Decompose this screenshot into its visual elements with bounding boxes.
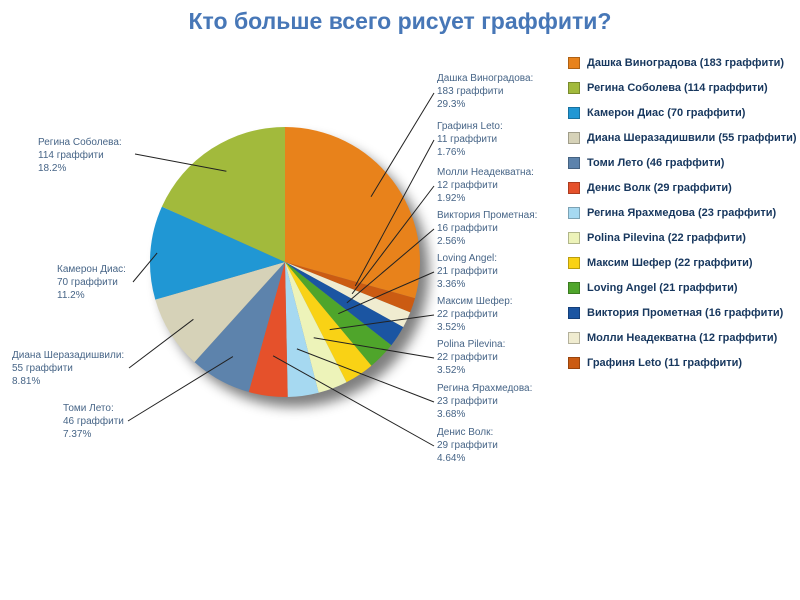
legend-item[interactable]: Polina Pilevina (22 граффити) <box>568 225 797 250</box>
leader-line <box>351 185 435 295</box>
leader-line <box>370 92 435 197</box>
legend-swatch-icon <box>568 231 580 244</box>
legend-swatch-icon <box>568 106 580 119</box>
pie-slice-3[interactable] <box>285 262 404 346</box>
legend-item[interactable]: Loving Angel (21 граффити) <box>568 275 797 300</box>
legend-swatch-icon <box>568 81 580 94</box>
pie-slice-1[interactable] <box>285 262 415 313</box>
leader-line <box>132 252 158 283</box>
pie-slice-10[interactable] <box>155 262 285 363</box>
legend-item[interactable]: Камерон Диас (70 граффити) <box>568 100 797 125</box>
leader-line <box>338 271 435 315</box>
legend-label: Денис Волк (29 граффити) <box>587 181 732 194</box>
legend-swatch-icon <box>568 181 580 194</box>
leader-lines-group <box>127 92 435 447</box>
legend-item[interactable]: Виктория Прометная (16 граффити) <box>568 300 797 325</box>
legend: Дашка Виноградова (183 граффити) Регина С… <box>568 50 797 375</box>
legend-item[interactable]: Дашка Виноградова (183 граффити) <box>568 50 797 75</box>
page-title: Кто больше всего рисует граффити? <box>188 8 612 34</box>
pie-slices-group <box>149 127 420 398</box>
legend-swatch-icon <box>568 356 580 369</box>
legend-swatch-icon <box>568 331 580 344</box>
legend-swatch-icon <box>568 256 580 269</box>
legend-item[interactable]: Графиня Leto (11 граффити) <box>568 350 797 375</box>
leader-line <box>313 337 435 359</box>
legend-swatch-icon <box>568 306 580 319</box>
pie-slice-11[interactable] <box>149 206 285 300</box>
pie-slice-12[interactable] <box>161 127 285 262</box>
legend-swatch-icon <box>568 206 580 219</box>
leader-line <box>127 356 234 422</box>
legend-label: Виктория Прометная (16 граффити) <box>587 306 784 319</box>
legend-item[interactable]: Денис Волк (29 граффити) <box>568 175 797 200</box>
leader-line <box>329 314 435 331</box>
legend-item[interactable]: Диана Шеразадишвили (55 граффити) <box>568 125 797 150</box>
legend-label: Томи Лето (46 граффити) <box>587 156 725 169</box>
legend-swatch-icon <box>568 281 580 294</box>
pie-slice-8[interactable] <box>248 262 288 398</box>
leader-line <box>128 318 194 369</box>
legend-label: Максим Шефер (22 граффити) <box>587 256 753 269</box>
legend-item[interactable]: Регина Соболева (114 граффити) <box>568 75 797 100</box>
legend-item[interactable]: Томи Лето (46 граффити) <box>568 150 797 175</box>
legend-label: Дашка Виноградова (183 граффити) <box>587 56 785 69</box>
legend-item[interactable]: Максим Шефер (22 граффити) <box>568 250 797 275</box>
pie-slice-5[interactable] <box>285 262 372 383</box>
legend-label: Диана Шеразадишвили (55 граффити) <box>587 131 797 144</box>
legend-item[interactable]: Регина Ярахмедова (23 граффити) <box>568 200 797 225</box>
legend-item[interactable]: Молли Неадекватна (12 граффити) <box>568 325 797 350</box>
legend-label: Loving Angel (21 граффити) <box>587 281 738 294</box>
leader-line <box>134 153 227 172</box>
leader-line <box>354 139 435 287</box>
pie-slice-4[interactable] <box>285 262 392 366</box>
leader-line <box>346 228 435 304</box>
legend-label: Регина Ярахмедова (23 граффити) <box>587 206 777 219</box>
leader-line <box>272 355 435 447</box>
legend-swatch-icon <box>568 156 580 169</box>
leader-line <box>296 348 435 403</box>
pie-slice-2[interactable] <box>285 262 411 328</box>
legend-label: Регина Соболева (114 граффити) <box>587 81 768 94</box>
legend-label: Камерон Диас (70 граффити) <box>587 106 746 119</box>
pie-slice-7[interactable] <box>285 262 319 397</box>
legend-swatch-icon <box>568 131 580 144</box>
legend-label: Polina Pilevina (22 граффити) <box>587 231 746 244</box>
legend-swatch-icon <box>568 56 580 69</box>
legend-label: Графиня Leto (11 граффити) <box>587 356 743 369</box>
pie-slice-9[interactable] <box>194 262 286 392</box>
pie-slice-6[interactable] <box>285 262 347 393</box>
legend-label: Молли Неадекватна (12 граффити) <box>587 331 778 344</box>
pie-slice-0[interactable] <box>285 127 420 299</box>
